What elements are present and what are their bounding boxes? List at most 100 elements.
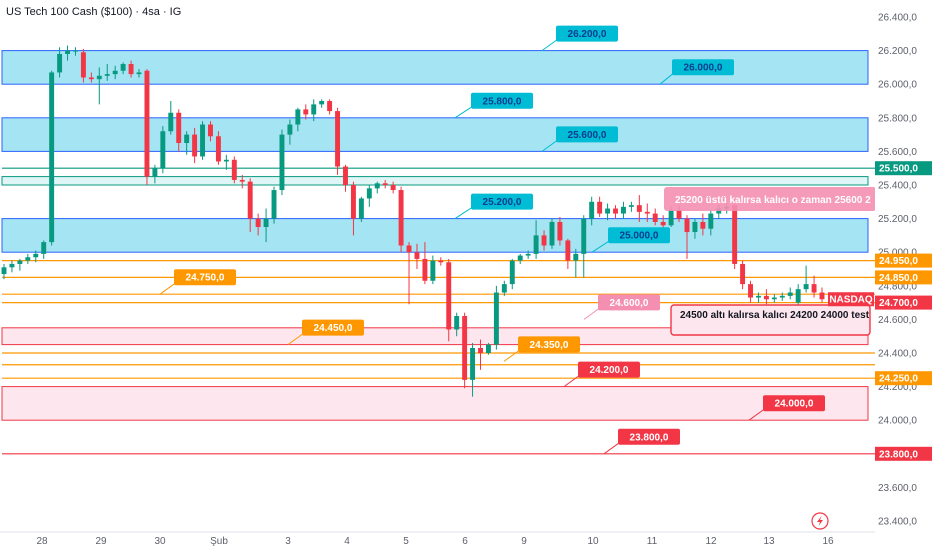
- candle-body: [430, 260, 436, 281]
- candle-body: [247, 181, 253, 219]
- candle-body: [676, 210, 682, 219]
- x-tick-4: 3: [285, 536, 291, 547]
- candle-49: [390, 181, 396, 194]
- symbol-badge: NASDAQ: [828, 292, 874, 307]
- candle-body: [279, 134, 285, 191]
- candle-93: [740, 260, 746, 290]
- candle-6: [49, 70, 55, 246]
- callout-box: [578, 361, 640, 378]
- candle-73: [581, 215, 587, 278]
- candle-body: [708, 213, 714, 229]
- candle-33: [263, 208, 269, 243]
- symbol-bg: [828, 292, 874, 307]
- note-text: 24500 altı kalırsa kalıcı 24200 24000 te…: [680, 310, 870, 321]
- candle-body: [215, 136, 221, 162]
- candle-50: [398, 186, 404, 253]
- candle-79: [628, 201, 634, 212]
- callout-box: [556, 126, 618, 143]
- price-label-text: 24.950,0: [879, 256, 918, 267]
- candle-58: [462, 312, 468, 389]
- candle-body: [49, 72, 55, 243]
- price-label-bg: [875, 295, 932, 310]
- candle-body: [470, 347, 476, 380]
- candle-body: [192, 134, 198, 157]
- y-tick-10: 24.400,0: [878, 349, 917, 360]
- candle-body: [350, 185, 356, 219]
- candle-body: [406, 245, 412, 253]
- zone-5: [1, 386, 869, 421]
- callout-0: 26.200,0: [541, 25, 618, 52]
- lightning-icon[interactable]: [811, 512, 829, 530]
- candle-60: [478, 339, 483, 370]
- callout-box: [556, 25, 618, 42]
- candle-75: [597, 196, 603, 217]
- candle-86: [684, 215, 690, 259]
- candle-59: [470, 342, 476, 397]
- candle-body: [9, 263, 15, 268]
- candle-14: [112, 65, 118, 80]
- candle-body: [422, 258, 428, 281]
- price-label-3: 24.700,0: [875, 295, 932, 310]
- candle-103: [819, 287, 825, 303]
- candle-body: [358, 198, 364, 219]
- candle-102: [811, 275, 817, 298]
- candle-36: [287, 119, 293, 145]
- price-label-bg: [875, 253, 932, 268]
- candle-43: [343, 164, 348, 192]
- candle-body: [501, 284, 507, 293]
- candle-body: [343, 166, 348, 185]
- candle-71: [565, 238, 571, 269]
- callout-7: 24.600,0: [583, 294, 660, 320]
- candle-70: [557, 216, 563, 246]
- candle-88: [700, 213, 706, 236]
- candle-body: [168, 112, 174, 132]
- candle-body: [763, 295, 769, 300]
- x-tick-12: 13: [763, 536, 775, 547]
- candle-body: [605, 208, 611, 214]
- candle-body: [573, 253, 579, 261]
- candle-52: [414, 243, 420, 269]
- candle-body: [478, 347, 483, 353]
- candle-34: [271, 186, 277, 224]
- candle-body: [581, 218, 587, 254]
- price-label-text: 23.800,0: [879, 449, 918, 460]
- candle-body: [33, 253, 39, 258]
- callout-box: [608, 227, 670, 244]
- candle-body: [684, 218, 690, 233]
- candle-77: [613, 205, 618, 219]
- candle-45: [358, 196, 364, 222]
- candle-body: [255, 218, 261, 227]
- candle-body: [565, 240, 571, 261]
- price-label-text: 25.500,0: [879, 164, 918, 175]
- callout-6: 24.750,0: [159, 269, 236, 295]
- note-bg: [664, 187, 876, 211]
- candle-57: [454, 312, 460, 337]
- candle-body: [366, 188, 372, 199]
- candle-body: [303, 109, 309, 115]
- candle-82: [652, 208, 658, 226]
- candle-body: [787, 292, 793, 296]
- candle-body: [223, 159, 229, 162]
- candle-body: [462, 316, 468, 380]
- candle-body: [144, 70, 150, 177]
- zone-4: [1, 327, 869, 346]
- callout-box: [763, 395, 825, 412]
- x-tick-7: 6: [462, 536, 468, 547]
- candle-62: [493, 285, 499, 350]
- y-tick-1: 26.200,0: [878, 46, 917, 57]
- callout-label: 24.600,0: [610, 298, 649, 309]
- candle-65: [517, 253, 523, 264]
- callout-box: [598, 294, 660, 311]
- y-tick-14: 23.600,0: [878, 483, 917, 494]
- candle-26: [208, 121, 213, 142]
- candle-body: [795, 289, 801, 303]
- candle-96: [763, 289, 769, 305]
- x-tick-10: 11: [647, 536, 658, 547]
- callout-12: 23.800,0: [603, 428, 680, 455]
- callout-8: 24.450,0: [287, 319, 364, 346]
- candle-98: [779, 292, 785, 301]
- callout-4: 25.200,0: [454, 193, 533, 220]
- candle-10: [80, 48, 86, 83]
- x-tick-13: 16: [822, 536, 834, 547]
